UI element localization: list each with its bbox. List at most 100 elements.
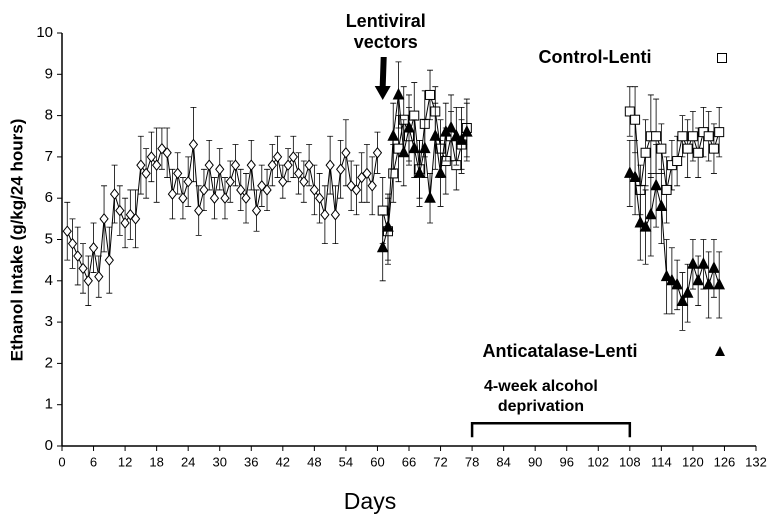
- x-tick-label: 102: [587, 454, 609, 469]
- legend-marker: [717, 53, 727, 63]
- diamond-marker: [241, 192, 251, 205]
- diamond-marker: [304, 159, 314, 171]
- legend-label: Control-Lenti: [539, 47, 652, 67]
- y-tick-label: 1: [45, 396, 53, 413]
- diamond-marker: [246, 159, 256, 171]
- y-axis-label: Ethanol Intake (g/kg/24 hours): [7, 119, 26, 362]
- triangle-marker: [413, 166, 426, 178]
- square-marker: [687, 131, 698, 142]
- square-marker: [409, 110, 420, 121]
- y-tick-label: 3: [45, 313, 53, 330]
- square-marker: [714, 127, 725, 138]
- diamond-marker: [372, 146, 383, 159]
- triangle-marker: [697, 257, 710, 269]
- triangle-marker: [408, 141, 421, 154]
- triangle-marker: [692, 273, 704, 286]
- annotation: deprivation: [498, 398, 584, 415]
- square-marker: [672, 156, 683, 167]
- diamond-marker: [88, 241, 99, 254]
- diamond-marker: [336, 163, 346, 176]
- square-marker: [703, 131, 714, 142]
- square-marker: [624, 106, 635, 117]
- square-marker: [693, 147, 704, 158]
- diamond-marker: [293, 167, 304, 180]
- x-tick-label: 120: [682, 454, 704, 469]
- triangle-marker: [455, 133, 468, 145]
- diamond-marker: [236, 184, 246, 196]
- y-tick-label: 10: [36, 24, 53, 41]
- x-tick-label: 126: [714, 454, 736, 469]
- diamond-marker: [367, 180, 377, 192]
- bracket: [470, 422, 632, 438]
- diamond-marker: [278, 175, 288, 188]
- square-marker: [682, 143, 693, 154]
- square-marker: [708, 143, 719, 154]
- diamond-marker: [78, 262, 88, 275]
- square-marker: [656, 143, 667, 154]
- diamond-marker: [188, 138, 199, 151]
- x-tick-label: 96: [559, 454, 573, 469]
- triangle-marker: [634, 215, 647, 228]
- diamond-marker: [67, 237, 78, 250]
- diamond-marker: [267, 159, 277, 171]
- x-tick-label: 6: [90, 454, 97, 469]
- triangle-marker: [445, 120, 457, 133]
- x-axis-label: Days: [344, 488, 396, 514]
- diamond-marker: [183, 175, 193, 188]
- diamond-marker: [94, 270, 104, 283]
- triangle-marker: [666, 273, 678, 286]
- annotation: Lentiviral: [346, 11, 426, 31]
- square-marker: [651, 131, 662, 142]
- y-tick-label: 7: [45, 148, 53, 165]
- y-tick-label: 5: [45, 230, 53, 247]
- diamond-marker: [162, 146, 172, 159]
- diamond-marker: [325, 159, 335, 171]
- x-tick-label: 18: [149, 454, 163, 469]
- triangle-marker: [429, 129, 442, 141]
- diamond-marker: [262, 184, 272, 196]
- x-tick-label: 90: [528, 454, 542, 469]
- x-tick-label: 60: [370, 454, 384, 469]
- diamond-marker: [320, 208, 330, 221]
- triangle-marker: [382, 219, 394, 232]
- diamond-marker: [288, 151, 298, 163]
- diamond-marker: [225, 175, 235, 188]
- triangle-marker: [708, 261, 720, 273]
- x-tick-label: 108: [619, 454, 641, 469]
- x-tick-label: 36: [244, 454, 258, 469]
- diamond-marker: [120, 217, 130, 229]
- square-marker: [677, 131, 688, 142]
- diamond-marker: [309, 184, 320, 196]
- diamond-marker: [230, 159, 241, 171]
- diamond-marker: [83, 274, 93, 287]
- diamond-marker: [220, 192, 230, 205]
- x-tick-label: 72: [433, 454, 447, 469]
- triangle-marker: [660, 269, 673, 282]
- triangle-marker: [624, 166, 636, 178]
- diamond-marker: [199, 184, 209, 196]
- y-tick-label: 0: [45, 437, 53, 454]
- diamond-marker: [167, 188, 178, 200]
- y-tick-label: 4: [45, 272, 53, 289]
- diamond-marker: [130, 213, 141, 225]
- x-tick-label: 114: [651, 454, 672, 469]
- triangle-marker: [676, 294, 689, 306]
- triangle-marker: [650, 178, 662, 191]
- y-tick-label: 2: [45, 354, 53, 371]
- diamond-marker: [299, 175, 309, 188]
- triangle-marker: [403, 120, 415, 133]
- x-tick-label: 66: [402, 454, 416, 469]
- annotation: vectors: [354, 32, 418, 52]
- x-tick-label: 48: [307, 454, 321, 469]
- x-tick-label: 54: [339, 454, 353, 469]
- x-tick-label: 12: [118, 454, 132, 469]
- diamond-marker: [73, 250, 83, 262]
- triangle-marker: [713, 277, 726, 290]
- square-marker: [388, 168, 399, 179]
- triangle-marker: [392, 87, 405, 100]
- triangle-marker: [397, 145, 410, 158]
- x-tick-label: 84: [496, 454, 510, 469]
- legend-label: Anticatalase-Lenti: [482, 341, 637, 361]
- diamond-marker: [362, 167, 372, 180]
